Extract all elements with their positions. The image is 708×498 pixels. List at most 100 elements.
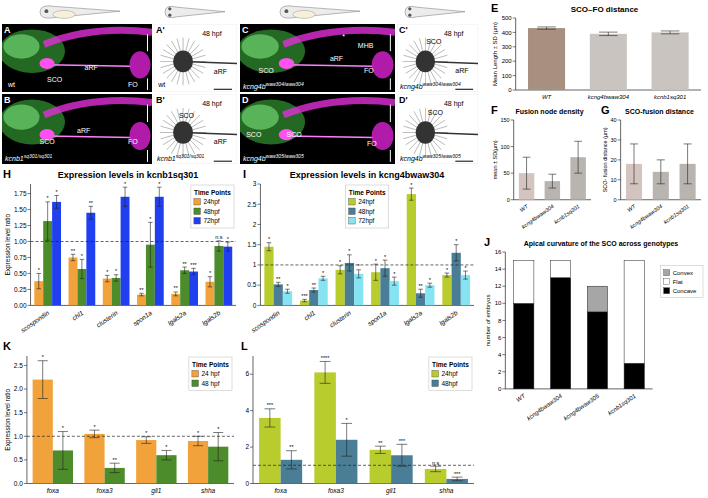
bar — [259, 418, 281, 484]
panel-letter: F — [491, 104, 498, 116]
significance: * — [410, 182, 413, 188]
axis-title: Mean Length ± SD (µm) — [492, 22, 498, 86]
tick — [618, 120, 621, 121]
bar — [587, 312, 607, 389]
micrograph — [397, 24, 478, 92]
category-label: lgals2b — [201, 309, 223, 328]
tick-label: 1.50 — [14, 206, 27, 213]
tick-label: 2.0 — [14, 385, 23, 392]
error-bar — [157, 187, 161, 206]
error-bar — [71, 254, 75, 260]
significance: * — [268, 236, 271, 242]
bar — [274, 284, 283, 305]
image-label: 48 hpf — [202, 30, 222, 38]
significance: * — [158, 181, 161, 187]
gene: kcng4b — [400, 155, 423, 163]
bar — [514, 261, 534, 304]
error-bar — [264, 409, 275, 427]
tick — [618, 199, 621, 200]
tick-label: 6 — [245, 370, 249, 377]
error-bar — [392, 277, 397, 285]
error-bar — [523, 157, 531, 189]
image-panel: C*MHBSCOaRFFOkcng4bwaw304/waw304 — [237, 24, 395, 92]
graphic — [390, 105, 391, 123]
embryo-sketch — [165, 6, 225, 17]
tick-label: 0.50 — [14, 270, 27, 277]
tick-label: 2 — [498, 369, 502, 375]
image-label: aRF — [455, 67, 468, 74]
tick — [257, 305, 260, 306]
tick — [28, 193, 31, 194]
error-bar — [409, 188, 414, 200]
error-bar — [161, 450, 171, 459]
tick — [28, 209, 31, 210]
tick — [24, 412, 27, 413]
tick — [511, 199, 514, 200]
category-label: spon1a — [366, 309, 388, 328]
category-label: kcng4bwaw305 — [563, 392, 601, 421]
embryo-sketch — [40, 6, 120, 19]
legend-entry: Convex — [673, 270, 693, 276]
image-label: FO — [128, 138, 138, 145]
legend-box — [429, 357, 472, 391]
allele: sq301/sq301 — [176, 153, 205, 159]
tick-label: 1.75 — [14, 190, 27, 197]
panel-letter: A' — [156, 25, 165, 35]
bar — [514, 303, 534, 389]
significance: * — [227, 236, 230, 242]
x-axis — [260, 305, 474, 306]
legend-entry: 48hpf — [441, 380, 457, 388]
category-label: scospondin — [19, 309, 51, 335]
significance: * — [209, 270, 212, 276]
tick-label: 0.75 — [14, 254, 27, 261]
bar — [652, 32, 689, 90]
panel-letter: C' — [399, 25, 408, 35]
micrograph — [154, 24, 237, 92]
legend-swatch — [349, 208, 356, 215]
tick-label: 0.5 — [14, 456, 23, 463]
x-axis — [31, 305, 236, 306]
legend-box — [191, 185, 234, 228]
bars — [27, 361, 234, 484]
image-label: SCO — [259, 67, 275, 74]
tick — [513, 61, 516, 62]
tick-label: 12 — [495, 283, 502, 289]
bar — [370, 450, 392, 484]
tick-label: 1.5 — [14, 409, 23, 416]
image-panel: D'48 hpfSCOkcng4bwaw305/waw305 — [397, 94, 478, 164]
tick — [502, 354, 505, 355]
graphic — [4, 105, 40, 130]
tick-label: 1.0 — [14, 433, 23, 440]
legend-box — [661, 266, 703, 298]
error-bar — [58, 432, 68, 470]
legend-swatch — [432, 380, 439, 387]
legend-entry: Flat — [673, 279, 683, 285]
error-bar — [418, 289, 423, 297]
tick-label: 0.0 — [14, 480, 23, 487]
legend-box — [189, 357, 232, 391]
tick-label: 50 — [504, 170, 510, 176]
graphic — [44, 101, 152, 115]
legend-swatch — [194, 208, 201, 215]
graphic — [130, 51, 151, 78]
tick — [257, 264, 260, 265]
tick-label: 4 — [245, 407, 249, 414]
chart-panel: HExpression levels in kcnb1sq301Expressi… — [3, 168, 236, 334]
chart-panel: JApical curvature of the SCO across geno… — [484, 236, 703, 421]
panel-letter: D' — [399, 95, 408, 105]
tick — [250, 447, 253, 448]
category-label: foxa — [274, 487, 287, 494]
chart-panel: ESCO–FO distanceMean Length ± SD (µm)010… — [491, 2, 701, 100]
legend-entry: 48hpf — [203, 208, 219, 216]
significance: * — [464, 265, 467, 271]
chart-title: SCO-fusion distance — [625, 108, 694, 115]
legend-entry: Concave — [673, 288, 697, 294]
axis-title: number of embryos — [485, 295, 491, 347]
tick-label: 150 — [501, 117, 510, 123]
category-label: kcng4bwaw304 — [629, 203, 664, 230]
error-bar — [356, 270, 361, 278]
image-panel: A'48 hpfwtaRF — [154, 24, 237, 92]
legend-title: Time Points — [432, 361, 469, 368]
bar — [137, 295, 146, 306]
image-label: * — [342, 33, 345, 40]
